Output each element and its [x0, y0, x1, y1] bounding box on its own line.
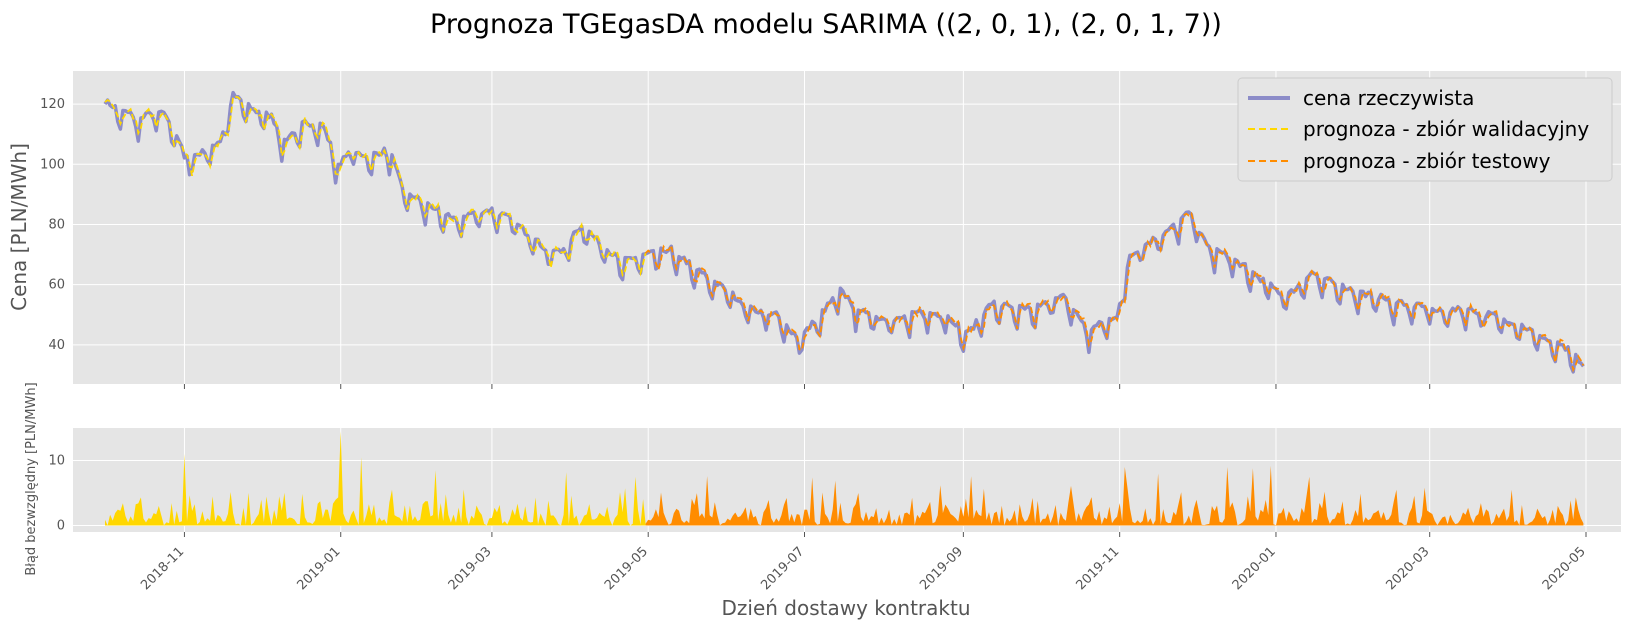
x-tick-label: 2019-03	[446, 544, 495, 593]
price-y-tick-label: 40	[48, 338, 65, 353]
x-tick-label: 2019-11	[1073, 544, 1122, 593]
x-tick-label: 2019-05	[602, 544, 651, 593]
x-axis-label: Dzień dostawy kontraktu	[722, 596, 971, 620]
error-plot-area	[73, 428, 1621, 532]
x-tick-label: 2020-03	[1384, 544, 1433, 593]
legend: cena rzeczywista prognoza - zbiór walida…	[1237, 77, 1613, 182]
price-x-ticks	[183, 384, 1587, 389]
x-tick-label: 2020-01	[1230, 544, 1279, 593]
error-y-ticks: 0 10	[48, 454, 65, 534]
legend-label-actual: cena rzeczywista	[1303, 86, 1474, 110]
price-series-group	[103, 90, 1585, 374]
error-y-tick-label: 10	[48, 454, 65, 469]
legend-label-test: prognoza - zbiór testowy	[1303, 149, 1551, 173]
x-tick-label: 2019-09	[917, 544, 966, 593]
price-grid	[73, 71, 1621, 384]
error-area-validation	[105, 431, 646, 526]
error-series-group	[105, 431, 1584, 526]
price-y-ticks: 40 60 80 100 120	[40, 97, 65, 353]
error-y-axis-label: Błąd bezwzględny [PLN/MWh]	[24, 382, 39, 575]
legend-box	[1237, 77, 1613, 182]
price-y-tick-label: 120	[40, 97, 65, 112]
price-y-tick-label: 100	[40, 157, 65, 172]
x-tick-label: 2018-11	[138, 544, 187, 593]
x-tick-label: 2020-05	[1540, 544, 1589, 593]
chart-title: Prognoza TGEgasDA modelu SARIMA ((2, 0, …	[430, 9, 1222, 40]
x-tick-label: 2019-01	[295, 544, 344, 593]
price-y-axis-label: Cena [PLN/MWh]	[7, 143, 31, 311]
legend-label-validation: prognoza - zbiór walidacyjny	[1303, 117, 1589, 141]
price-y-tick-label: 60	[48, 278, 65, 293]
price-panel: 40 60 80 100 120 Cena [PLN/MWh] cena rzeczyw…	[7, 71, 1621, 389]
series-line-validation	[104, 95, 647, 278]
series-line-actual	[103, 90, 1585, 374]
error-x-ticks: 2018-11 2019-01 2019-03 2019-05 2019-07 2019-…	[138, 532, 1589, 593]
error-y-tick-label: 0	[57, 519, 65, 534]
price-y-tick-label: 80	[48, 217, 65, 232]
x-tick-label: 2019-07	[758, 544, 807, 593]
error-panel: 010 2018-11 2019-01 2019-03 2019-05 2019-07 2…	[24, 382, 1621, 620]
error-area-test	[645, 465, 1584, 526]
series-line-test	[644, 211, 1585, 373]
